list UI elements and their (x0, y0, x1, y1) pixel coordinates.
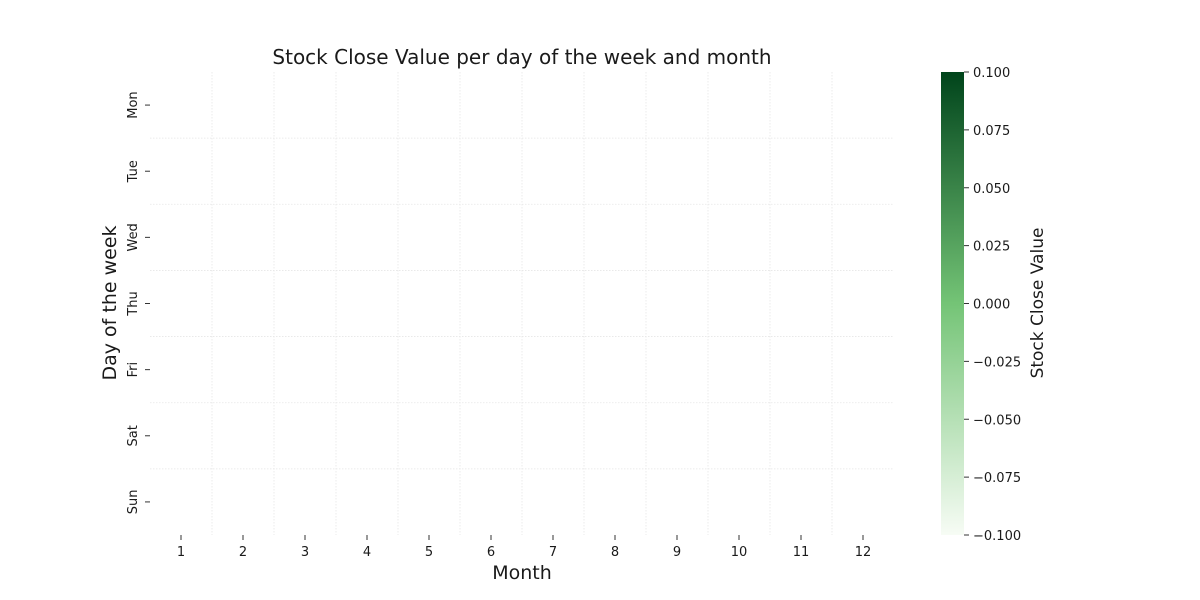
colorbar-tick-label: 0.050 (973, 182, 1010, 197)
colorbar-tick-label: −0.075 (973, 471, 1021, 486)
x-tick-label: 6 (487, 545, 495, 560)
y-tick-label: Mon (126, 91, 141, 118)
heatmap-grid (150, 72, 894, 535)
y-tick-label: Tue (126, 160, 141, 183)
y-tick-label: Sat (126, 425, 141, 446)
colorbar-tick-label: 0.000 (973, 298, 1010, 313)
x-tick-label: 5 (425, 545, 433, 560)
y-axis-label: Day of the week (99, 225, 121, 380)
x-axis-label: Month (492, 562, 552, 584)
colorbar-tick-label: −0.100 (973, 529, 1021, 544)
chart-title: Stock Close Value per day of the week an… (272, 45, 771, 69)
x-tick-label: 4 (363, 545, 371, 560)
y-tick-label: Thu (126, 291, 141, 316)
colorbar-tick-label: −0.025 (973, 355, 1021, 370)
x-tick-label: 7 (549, 545, 557, 560)
x-tick-label: 1 (177, 545, 185, 560)
colorbar-ticks: 0.100 0.075 0.050 0.025 0.000 −0.025 −0.050 −0.… (964, 66, 1021, 544)
x-tick-label: 3 (301, 545, 309, 560)
colorbar-tick-label: 0.100 (973, 66, 1010, 81)
colorbar-label: Stock Close Value (1028, 228, 1048, 379)
colorbar (941, 72, 964, 535)
x-tick-label: 8 (611, 545, 619, 560)
y-tick-label: Sun (126, 490, 141, 515)
y-tick-label: Fri (126, 362, 141, 378)
y-tick-label: Wed (126, 223, 141, 251)
x-tick-label: 9 (673, 545, 681, 560)
colorbar-tick-label: −0.050 (973, 413, 1021, 428)
colorbar-tick-label: 0.025 (973, 240, 1010, 255)
x-tick-label: 11 (793, 545, 810, 560)
y-axis-ticks: Mon Tue Wed Thu Fri Sat Sun (126, 91, 150, 514)
colorbar-tick-label: 0.075 (973, 124, 1010, 139)
x-axis-ticks: 1 2 3 4 5 6 7 8 9 10 11 12 (177, 535, 871, 560)
x-tick-label: 12 (855, 545, 872, 560)
x-tick-label: 10 (731, 545, 748, 560)
x-tick-label: 2 (239, 545, 247, 560)
